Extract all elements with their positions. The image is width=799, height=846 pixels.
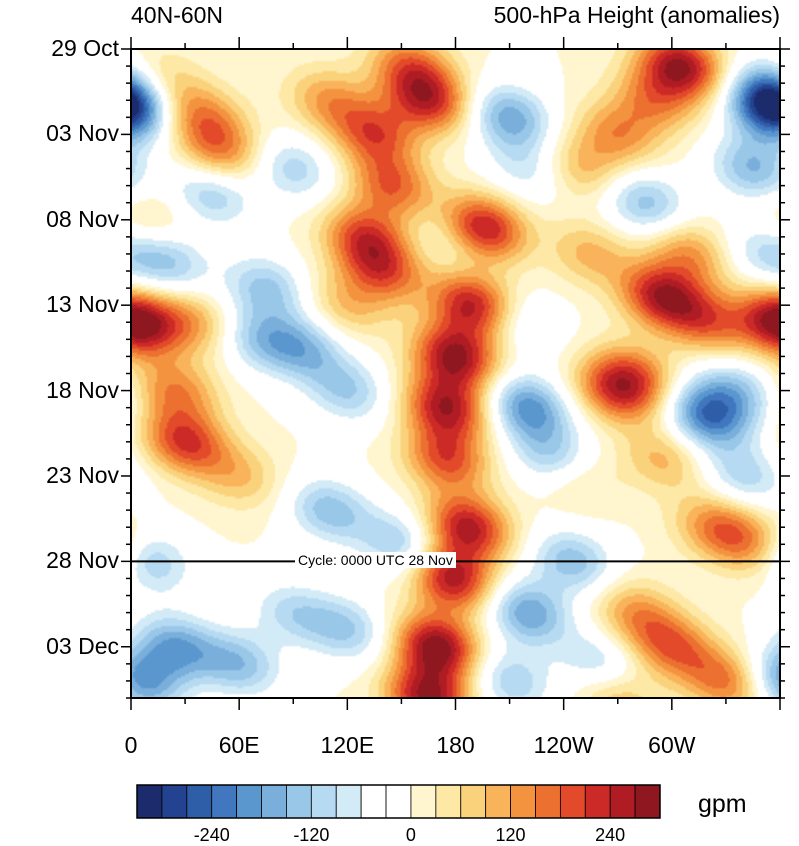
x-tick-label: 60E	[218, 732, 260, 758]
colorbar-tick-label: 120	[495, 825, 526, 845]
colorbar-box	[136, 784, 163, 819]
colorbar-tick-label: -120	[293, 825, 330, 845]
y-tick-label: 23 Nov	[46, 461, 119, 488]
colorbar-tick-label: 240	[595, 825, 626, 845]
colorbar-box	[286, 784, 312, 819]
y-tick-label: 29 Oct	[51, 35, 119, 61]
colorbar-box	[559, 784, 586, 819]
colorbar-box	[510, 784, 536, 819]
x-tick-label: 60W	[648, 732, 696, 758]
y-tick-label: 13 Nov	[46, 291, 119, 318]
y-tick-label: 18 Nov	[46, 376, 119, 403]
colorbar-box	[584, 784, 611, 819]
colorbar-box	[410, 784, 437, 819]
y-tick-label: 03 Nov	[46, 120, 119, 147]
colorbar-box	[261, 784, 287, 819]
x-tick-label: 120E	[320, 732, 375, 758]
colorbar-box	[435, 784, 462, 819]
colorbar-box	[535, 784, 561, 819]
colorbar-box	[335, 784, 362, 819]
chart-title-right: 500-hPa Height (anomalies)	[493, 2, 780, 28]
colorbar-box	[460, 784, 487, 819]
colorbar-tick-label: -240	[193, 825, 230, 845]
cycle-label: Cycle: 0000 UTC 28 Nov	[295, 552, 456, 569]
colorbar-box	[211, 784, 238, 819]
chart-title-left: 40N-60N	[131, 2, 224, 28]
colorbar-box	[236, 784, 262, 819]
y-tick-label: 28 Nov	[46, 547, 119, 574]
y-tick-label: 03 Dec	[46, 632, 119, 659]
colorbar-box	[385, 784, 412, 819]
colorbar-box	[634, 784, 661, 819]
anomaly-heatmap	[131, 49, 780, 698]
x-tick-label: 0	[124, 732, 138, 758]
colorbar-units: gpm	[698, 790, 747, 818]
x-tick-label: 120W	[533, 732, 594, 758]
x-tick-label: 180	[436, 732, 475, 758]
colorbar-box	[310, 784, 337, 819]
y-tick-label: 08 Nov	[46, 205, 119, 232]
colorbar-box	[161, 784, 188, 819]
colorbar-border	[136, 784, 661, 819]
plot-border	[130, 48, 781, 699]
colorbar-tick-label: 0	[405, 825, 416, 845]
colorbar-box	[485, 784, 511, 819]
colorbar-box	[186, 784, 213, 819]
colorbar-box	[360, 784, 387, 819]
colorbar-box	[609, 784, 636, 819]
